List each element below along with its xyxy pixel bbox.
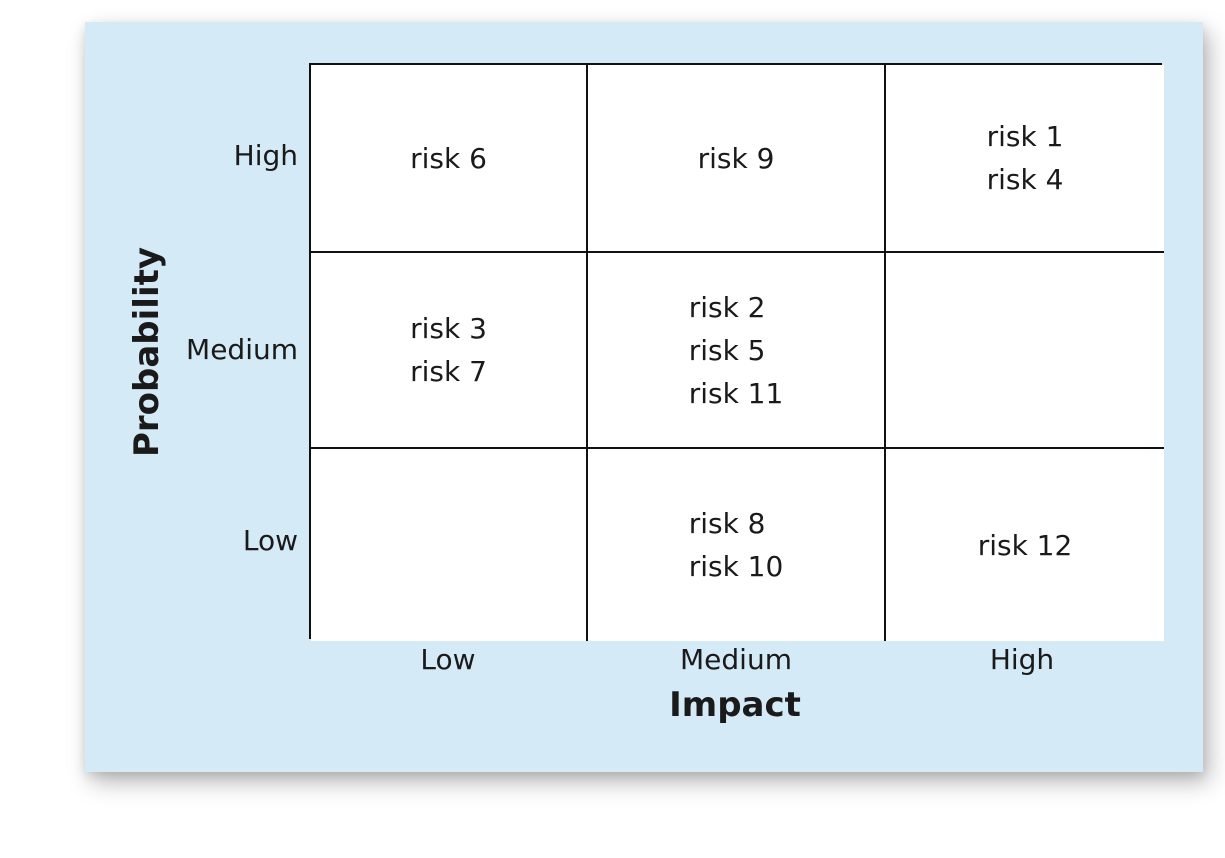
cell-risk-list: risk 3 risk 7 [410, 307, 487, 393]
risk-item: risk 1 [986, 120, 1064, 153]
x-axis-label: Impact [669, 685, 801, 725]
cell-low-medium: risk 8 risk 10 [588, 449, 886, 641]
risk-item: risk 12 [977, 528, 1073, 562]
risk-item: risk 11 [688, 376, 784, 410]
risk-matrix-grid: risk 6 risk 9 risk 1 risk 4 risk 3 risk … [309, 63, 1164, 641]
cell-risk-list: risk 6 [410, 137, 487, 180]
risk-item: risk 2 [688, 290, 766, 324]
risk-item: risk 9 [697, 141, 775, 175]
y-axis-label: Probability [127, 246, 167, 458]
cell-risk-list: risk 8 risk 10 [689, 502, 784, 588]
cell-low-low [311, 449, 588, 641]
risk-item: risk 4 [986, 163, 1064, 196]
risk-item: risk 3 [410, 312, 487, 345]
y-tick-high: High [233, 139, 298, 172]
cell-low-high: risk 12 [886, 449, 1164, 641]
risk-item: risk 6 [410, 141, 487, 175]
risk-item: risk 10 [688, 550, 784, 583]
risk-item: risk 5 [688, 333, 766, 367]
cell-risk-list: risk 12 [978, 524, 1073, 567]
cell-medium-low: risk 3 risk 7 [311, 253, 588, 449]
cell-medium-medium: risk 2 risk 5 risk 11 [588, 253, 886, 449]
y-tick-low: Low [242, 524, 298, 557]
x-tick-high: High [989, 643, 1055, 676]
cell-risk-list: risk 2 risk 5 risk 11 [689, 286, 784, 415]
x-tick-low: Low [420, 643, 476, 676]
y-tick-medium: Medium [186, 333, 298, 366]
cell-high-high: risk 1 risk 4 [886, 65, 1164, 253]
x-tick-medium: Medium [680, 643, 792, 676]
cell-high-low: risk 6 [311, 65, 588, 253]
cell-medium-high [886, 253, 1164, 449]
risk-item: risk 7 [410, 355, 487, 388]
cell-high-medium: risk 9 [588, 65, 886, 253]
risk-item: risk 8 [688, 507, 766, 540]
cell-risk-list: risk 9 [698, 137, 775, 180]
cell-risk-list: risk 1 risk 4 [987, 115, 1064, 201]
